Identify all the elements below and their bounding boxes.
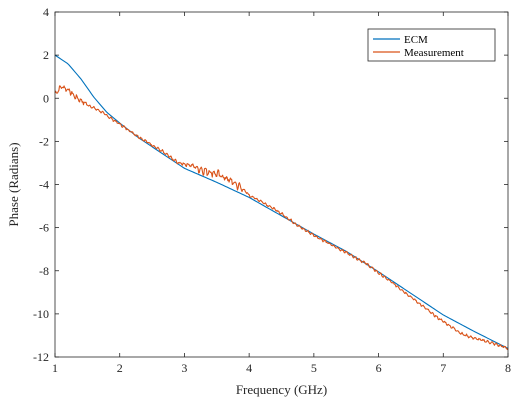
series-line-measurement bbox=[54, 85, 509, 351]
axes-layer: 1 2 3 4 5 6 7 8 4 2 0 -2 -4 -6 -8 -10 -12 bbox=[33, 5, 511, 375]
x-tick-label: 1 bbox=[52, 361, 58, 375]
x-tick-label: 3 bbox=[181, 361, 187, 375]
x-axis-label: Frequency (GHz) bbox=[236, 382, 327, 397]
y-axis-label: Phase (Radians) bbox=[6, 142, 21, 226]
legend-label-ecm: ECM bbox=[404, 34, 428, 46]
x-tick-label: 7 bbox=[440, 361, 446, 375]
plot-background bbox=[55, 12, 508, 357]
y-tick-label: -8 bbox=[39, 264, 49, 278]
x-tick-label: 4 bbox=[246, 361, 252, 375]
x-tick-label: 5 bbox=[311, 361, 317, 375]
y-tick-label: -10 bbox=[33, 307, 49, 321]
legend: ECM Measurement bbox=[367, 28, 496, 62]
plot-area bbox=[55, 12, 508, 357]
x-tick-label: 6 bbox=[376, 361, 382, 375]
y-tick-label: -4 bbox=[39, 178, 49, 192]
y-tick-label: -12 bbox=[33, 350, 49, 364]
y-tick-label: -2 bbox=[39, 134, 49, 148]
x-tick-label: 8 bbox=[505, 361, 511, 375]
series-layer bbox=[54, 54, 509, 351]
y-tick-label: 0 bbox=[43, 91, 49, 105]
y-tick-label: 2 bbox=[43, 48, 49, 62]
x-tick-label: 2 bbox=[117, 361, 123, 375]
y-tick-label: 4 bbox=[43, 5, 49, 19]
legend-box bbox=[367, 28, 496, 62]
y-tick-label: -6 bbox=[39, 221, 49, 235]
legend-label-measurement: Measurement bbox=[404, 47, 464, 59]
